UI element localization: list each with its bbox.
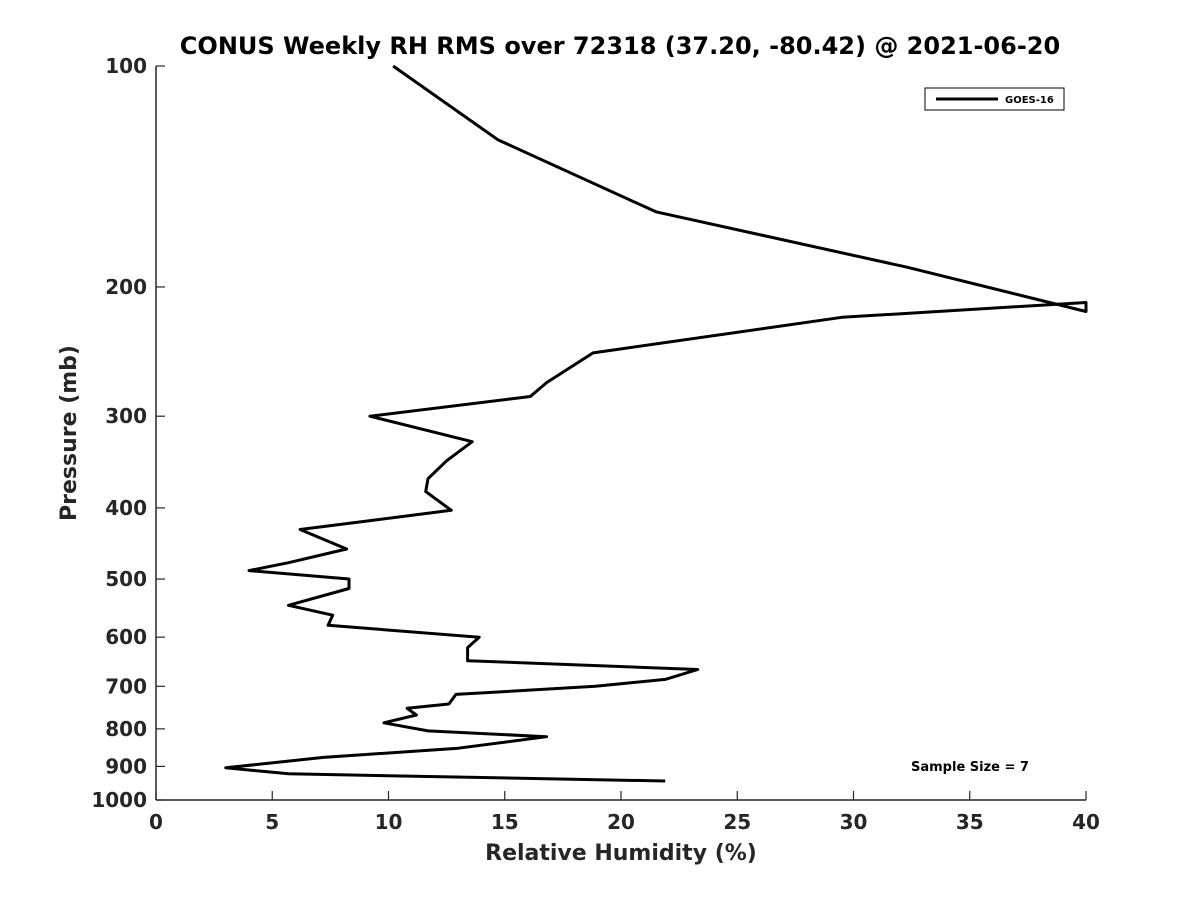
chart-title: CONUS Weekly RH RMS over 72318 (37.20, -… <box>180 32 1060 60</box>
y-tick-label: 1000 <box>91 788 147 812</box>
x-tick-label: 10 <box>375 810 403 834</box>
x-tick-label: 35 <box>956 810 984 834</box>
y-tick-label: 100 <box>105 54 147 78</box>
legend-label-goes-16: GOES-16 <box>1005 95 1054 106</box>
x-tick-label: 40 <box>1072 810 1100 834</box>
x-tick-label: 15 <box>491 810 519 834</box>
x-tick-label: 30 <box>840 810 868 834</box>
y-tick-label: 400 <box>105 496 147 520</box>
y-tick-label: 800 <box>105 717 147 741</box>
y-ticks: 100 200 300 400 500 600 700 800 900 1000 <box>91 54 165 812</box>
x-tick-label: 20 <box>607 810 635 834</box>
x-axis-label: Relative Humidity (%) <box>485 841 757 866</box>
y-tick-label: 300 <box>105 404 147 428</box>
y-tick-label: 700 <box>105 674 147 698</box>
y-tick-label: 600 <box>105 625 147 649</box>
series-line-goes-16 <box>224 64 1088 783</box>
y-tick-label: 500 <box>105 567 147 591</box>
legend: GOES-16 <box>924 87 1065 111</box>
y-axis-label: Pressure (mb) <box>57 345 82 521</box>
x-tick-label: 5 <box>265 810 279 834</box>
y-tick-label: 900 <box>105 754 147 778</box>
x-tick-label: 25 <box>723 810 751 834</box>
x-ticks: 0 5 10 15 20 25 30 35 40 <box>149 791 1100 834</box>
y-tick-label: 200 <box>105 275 147 299</box>
plot-area <box>155 66 1086 801</box>
sample-size-annotation: Sample Size = 7 <box>911 760 1029 775</box>
series-layer <box>224 64 1088 783</box>
x-tick-label: 0 <box>149 810 163 834</box>
